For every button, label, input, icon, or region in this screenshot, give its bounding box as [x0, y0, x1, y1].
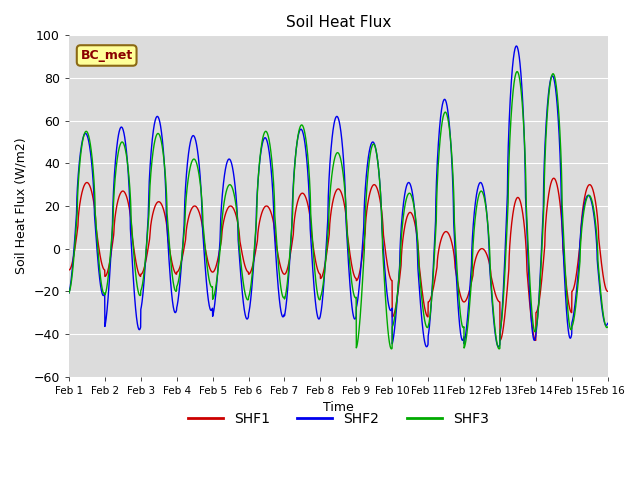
SHF3 — [295, 128, 303, 134]
SHF3 — [495, 346, 503, 352]
SHF1 — [127, 213, 134, 218]
SHF2 — [495, 344, 502, 349]
SHF3 — [127, 194, 134, 200]
SHF3 — [536, 292, 543, 298]
SHF1 — [159, 203, 166, 209]
SHF2 — [127, 226, 134, 232]
SHF1 — [295, 195, 303, 201]
Text: BC_met: BC_met — [81, 49, 132, 62]
SHF3 — [65, 290, 73, 296]
SHF2 — [593, 260, 601, 265]
SHF2 — [536, 288, 543, 294]
Y-axis label: Soil Heat Flux (W/m2): Soil Heat Flux (W/m2) — [15, 138, 28, 274]
Line: SHF2: SHF2 — [69, 46, 607, 347]
SHF2 — [65, 290, 73, 296]
SHF1 — [604, 288, 611, 294]
SHF2 — [159, 137, 166, 143]
SHF2 — [295, 130, 303, 136]
Title: Soil Heat Flux: Soil Heat Flux — [285, 15, 391, 30]
SHF1 — [532, 337, 540, 343]
SHF3 — [604, 324, 611, 330]
SHF1 — [535, 298, 543, 304]
X-axis label: Time: Time — [323, 401, 354, 414]
SHF2 — [271, 248, 279, 253]
SHF1 — [593, 214, 601, 219]
SHF1 — [550, 175, 557, 181]
SHF3 — [159, 144, 166, 150]
SHF2 — [513, 43, 520, 49]
Line: SHF1: SHF1 — [69, 178, 607, 340]
Legend: SHF1, SHF2, SHF3: SHF1, SHF2, SHF3 — [182, 406, 494, 431]
SHF1 — [271, 238, 279, 243]
SHF2 — [604, 321, 611, 326]
SHF3 — [271, 223, 279, 229]
SHF3 — [593, 242, 601, 248]
SHF3 — [513, 69, 521, 74]
Line: SHF3: SHF3 — [69, 72, 607, 349]
SHF1 — [65, 267, 73, 273]
